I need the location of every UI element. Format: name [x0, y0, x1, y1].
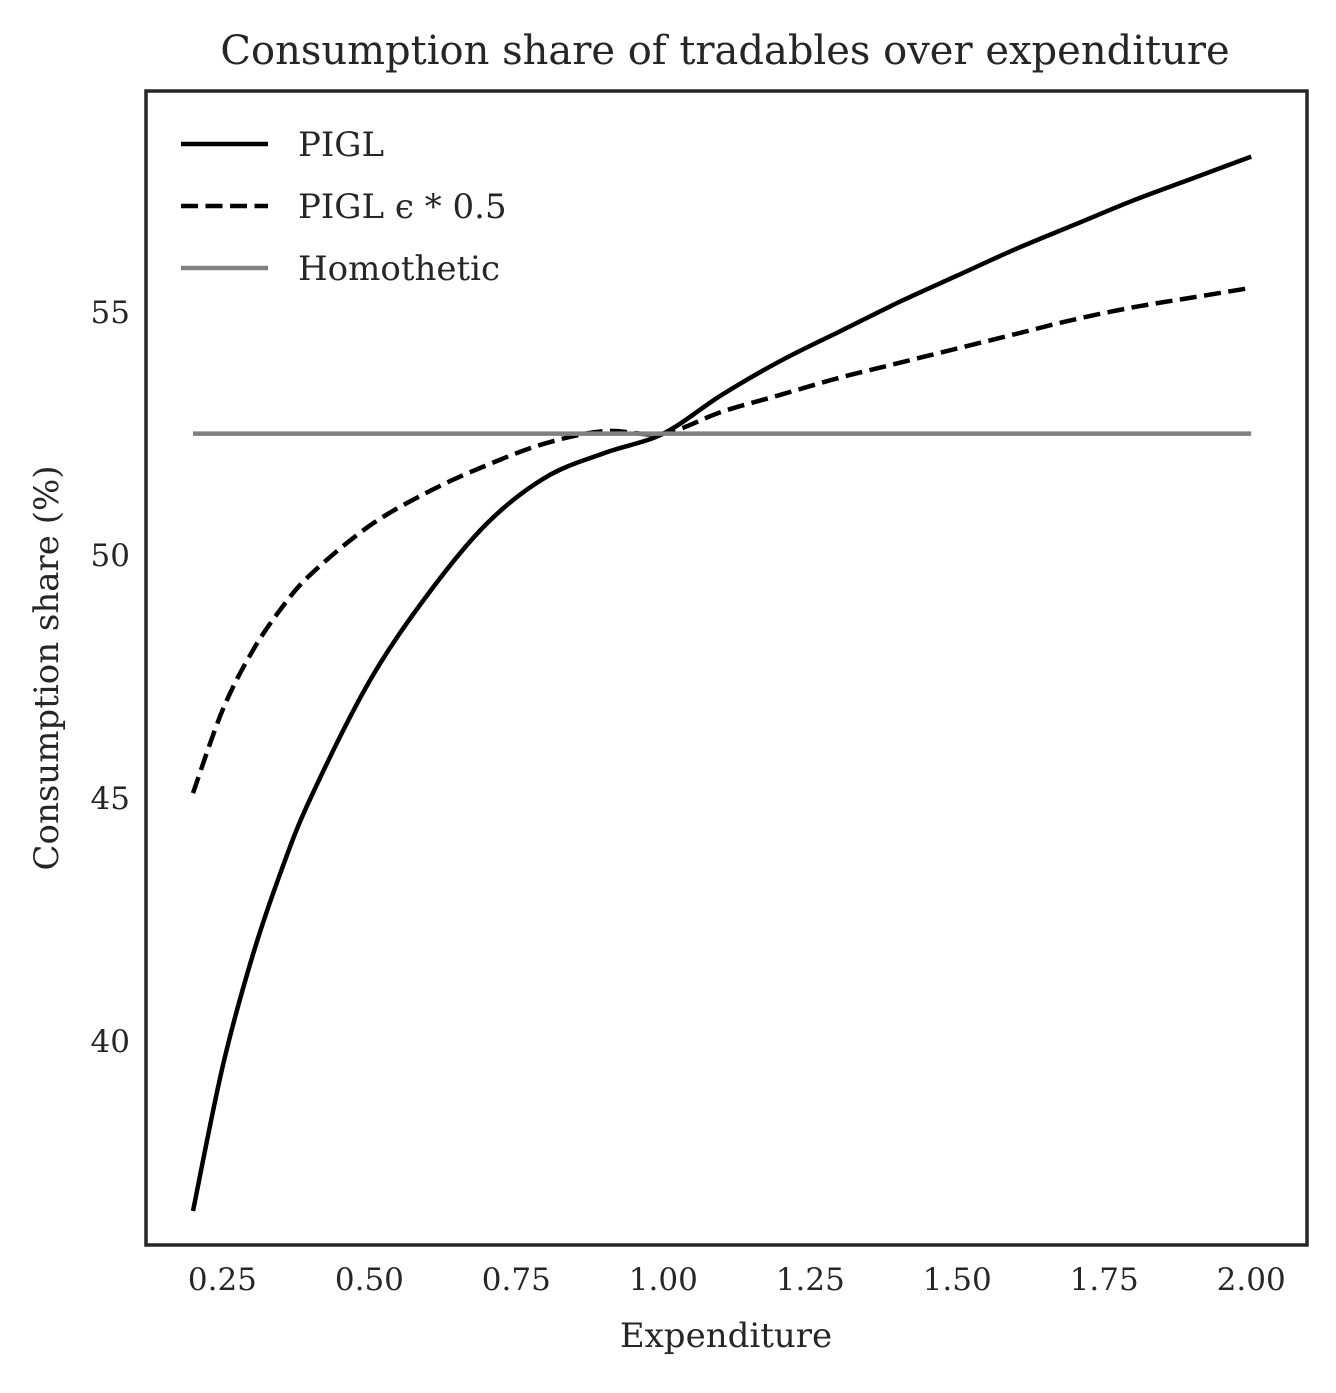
x-tick-label: 0.25 — [188, 1262, 257, 1298]
x-tick-label: 0.75 — [482, 1262, 551, 1298]
x-tick-label: 1.75 — [1070, 1262, 1139, 1298]
y-tick-label: 55 — [91, 295, 130, 331]
legend: PIGL PIGL ϵ * 0.5 Homothetic — [181, 125, 507, 289]
x-tick-label: 1.50 — [923, 1262, 992, 1298]
y-tick-label: 45 — [91, 781, 130, 817]
x-tick-label: 1.00 — [629, 1262, 698, 1298]
y-tick-label: 50 — [91, 538, 130, 574]
plot-frame — [144, 89, 1309, 1247]
x-axis-ticks: 0.25 0.50 0.75 1.00 1.25 1.50 1.75 2.00 — [188, 1262, 1286, 1298]
y-tick-label: 40 — [91, 1024, 130, 1060]
y-axis-ticks: 40 45 50 55 — [91, 295, 130, 1060]
x-tick-label: 1.25 — [776, 1262, 845, 1298]
x-tick-label: 0.50 — [335, 1262, 404, 1298]
series-layer — [190, 154, 1252, 1212]
x-tick-label: 2.00 — [1217, 1262, 1286, 1298]
chart-title: Consumption share of tradables over expe… — [220, 28, 1229, 74]
x-axis-label: Expenditure — [620, 1316, 832, 1356]
y-axis-label: Consumption share (%) — [27, 465, 67, 870]
legend-label: PIGL ϵ * 0.5 — [298, 187, 507, 227]
legend-label: PIGL — [298, 125, 384, 165]
series-line-pigl — [190, 154, 1252, 1212]
legend-label: Homothetic — [298, 249, 500, 289]
